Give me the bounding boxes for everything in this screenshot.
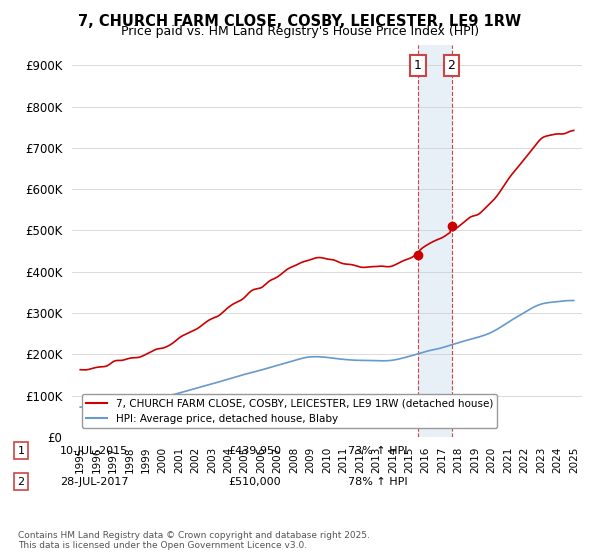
Text: £439,950: £439,950 (228, 446, 281, 456)
Text: £510,000: £510,000 (228, 477, 281, 487)
Text: 1: 1 (414, 59, 422, 72)
Text: Contains HM Land Registry data © Crown copyright and database right 2025.
This d: Contains HM Land Registry data © Crown c… (18, 530, 370, 550)
Text: 73% ↑ HPI: 73% ↑ HPI (348, 446, 407, 456)
Text: 28-JUL-2017: 28-JUL-2017 (60, 477, 128, 487)
Text: 2: 2 (17, 477, 25, 487)
Bar (418, 45, 452, 437)
Text: 1: 1 (17, 446, 25, 456)
Text: 78% ↑ HPI: 78% ↑ HPI (348, 477, 407, 487)
Text: Price paid vs. HM Land Registry's House Price Index (HPI): Price paid vs. HM Land Registry's House … (121, 25, 479, 38)
Text: 10-JUL-2015: 10-JUL-2015 (60, 446, 128, 456)
Text: 2: 2 (448, 59, 455, 72)
Legend: 7, CHURCH FARM CLOSE, COSBY, LEICESTER, LE9 1RW (detached house), HPI: Average p: 7, CHURCH FARM CLOSE, COSBY, LEICESTER, … (82, 394, 497, 428)
Text: 7, CHURCH FARM CLOSE, COSBY, LEICESTER, LE9 1RW: 7, CHURCH FARM CLOSE, COSBY, LEICESTER, … (79, 14, 521, 29)
